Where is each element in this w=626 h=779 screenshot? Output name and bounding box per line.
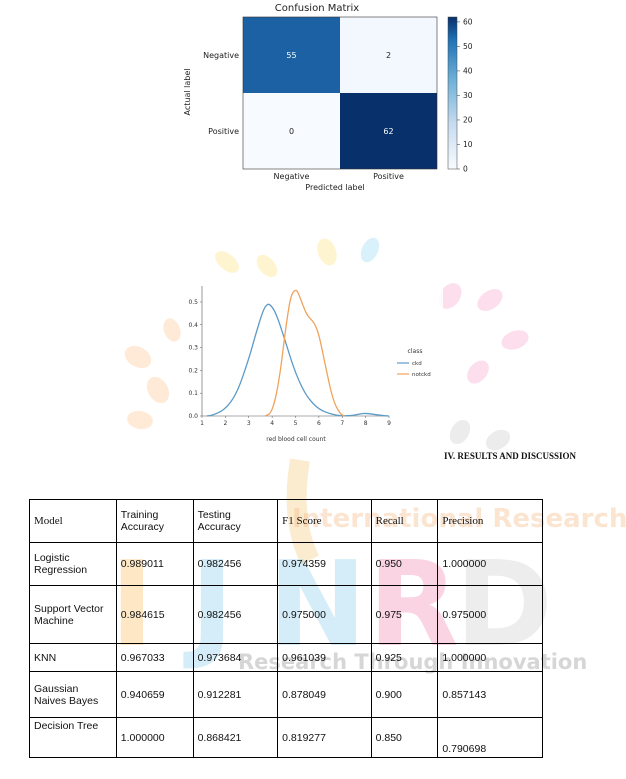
kde-y-tick-label: 0.0	[188, 413, 198, 420]
cm-colorbar-tick-label: 60	[463, 17, 473, 26]
cell-precision: 0.975000	[437, 585, 543, 644]
header-f1-score: F1 Score	[277, 499, 372, 543]
table-row: Logistic Regression 0.989011 0.982456 0.…	[29, 542, 543, 586]
cell-model: Decision Tree	[29, 717, 117, 758]
kde-legend-title: class	[408, 348, 423, 355]
cell-precision: 1.000000	[437, 643, 543, 672]
cm-x-tick-label: Positive	[373, 172, 404, 181]
kde-x-label: red blood cell count	[266, 436, 326, 443]
kde-y-tick-label: 0.4	[188, 322, 198, 329]
table-header-row: Model Training Accuracy Testing Accuracy…	[29, 499, 543, 543]
kde-x-tick-label: 9	[387, 420, 391, 427]
kde-x-tick-label: 8	[364, 420, 368, 427]
table-row: KNN 0.967033 0.973684 0.961039 0.925 1.0…	[29, 643, 543, 672]
cell-testing-accuracy: 0.982456	[192, 585, 279, 644]
section-heading: IV. RESULTS AND DISCUSSION	[444, 451, 577, 461]
kde-axes: 1 2 3 4 5 6 7 8 9 0.0 0.1 0.2 0.3 0.4 0.5	[188, 286, 391, 427]
cm-title: Confusion Matrix	[275, 3, 359, 14]
cm-cell	[340, 17, 437, 93]
cell-training-accuracy: 0.984615	[115, 585, 194, 644]
cm-x-tick-labels: Negative Positive	[274, 172, 404, 181]
cell-model: KNN	[29, 643, 117, 672]
kde-y-tick-label: 0.3	[188, 345, 198, 352]
cm-cell	[243, 93, 340, 169]
rbc-kde-figure: 1 2 3 4 5 6 7 8 9 0.0 0.1 0.2 0.3 0.4 0.5 red blood ce…	[183, 278, 443, 448]
cell-f1-score: 0.974359	[277, 542, 372, 586]
cell-training-accuracy: 0.940659	[115, 671, 194, 718]
cell-recall: 0.975	[370, 585, 439, 644]
cell-testing-accuracy: 0.868421	[192, 717, 279, 758]
table-row: Decision Tree 1.000000 0.868421 0.819277…	[29, 717, 543, 758]
cm-y-tick-label: Positive	[208, 127, 239, 136]
header-training-accuracy: Training Accuracy	[115, 499, 194, 543]
kde-y-tick-label: 0.2	[188, 367, 198, 374]
cm-cell	[243, 17, 340, 93]
cm-y-tick-label: Negative	[203, 51, 239, 60]
cell-model: Gaussian Naives Bayes	[29, 671, 117, 718]
cell-f1-score: 0.878049	[277, 671, 372, 718]
table-row: Gaussian Naives Bayes 0.940659 0.912281 …	[29, 671, 543, 718]
cell-f1-score: 0.975000	[277, 585, 372, 644]
header-precision: Precision	[437, 499, 543, 543]
cm-colorbar-tick-label: 50	[463, 42, 473, 51]
kde-series-notckd	[264, 289, 345, 417]
cm-colorbar-tick-label: 10	[463, 140, 473, 149]
results-table: Model Training Accuracy Testing Accuracy…	[29, 499, 543, 758]
cm-y-tick-labels: Negative Positive	[203, 51, 239, 136]
cm-x-tick-label: Negative	[274, 172, 310, 181]
cell-training-accuracy: 1.000000	[115, 717, 194, 758]
kde-series-ckd	[206, 303, 390, 417]
cm-cell-label: 0	[289, 127, 294, 136]
cell-training-accuracy: 0.967033	[115, 643, 194, 672]
cell-testing-accuracy: 0.973684	[192, 643, 279, 672]
cm-cells: 55 2 0 62	[242, 16, 438, 170]
kde-x-tick-label: 2	[223, 420, 227, 427]
cm-x-label: Predicted label	[305, 183, 364, 192]
cell-recall: 0.850	[370, 717, 439, 758]
kde-y-tick-label: 0.5	[188, 299, 198, 306]
cm-colorbar	[447, 16, 458, 170]
cell-testing-accuracy: 0.982456	[192, 542, 279, 586]
cell-testing-accuracy: 0.912281	[192, 671, 279, 718]
header-model: Model	[29, 499, 117, 543]
cm-colorbar-tick-label: 20	[463, 115, 473, 124]
cell-precision: 0.857143	[437, 671, 543, 718]
cm-cell-label: 62	[383, 127, 393, 136]
cell-recall: 0.950	[370, 542, 439, 586]
cell-model: Support Vector Machine	[29, 585, 117, 644]
cell-f1-score: 0.961039	[277, 643, 372, 672]
kde-x-tick-label: 5	[294, 420, 298, 427]
cm-frame	[242, 16, 438, 170]
cell-precision: 1.000000	[437, 542, 543, 586]
cm-y-label: Actual label	[183, 69, 192, 116]
cell-f1-score: 0.819277	[277, 717, 372, 758]
cell-recall: 0.925	[370, 643, 439, 672]
header-testing-accuracy: Testing Accuracy	[192, 499, 279, 543]
cm-colorbar-tick-label: 0	[463, 165, 468, 174]
cell-training-accuracy: 0.989011	[115, 542, 194, 586]
cm-cell	[340, 93, 437, 169]
cell-precision: 0.790698	[437, 717, 543, 758]
cm-cell-label: 55	[286, 51, 296, 60]
kde-legend-label-ckd: ckd	[412, 361, 422, 367]
table-row: Support Vector Machine 0.984615 0.982456…	[29, 585, 543, 644]
cm-colorbar-tick-label: 30	[463, 91, 473, 100]
kde-x-tick-label: 6	[317, 420, 321, 427]
cm-colorbar-tick-label: 40	[463, 66, 473, 75]
cell-model: Logistic Regression	[29, 542, 117, 586]
cell-recall: 0.900	[370, 671, 439, 718]
cm-colorbar-ticks: 0 10 20 30 40 50 60	[457, 17, 473, 174]
cm-cell-label: 2	[386, 51, 391, 60]
kde-x-tick-label: 3	[247, 420, 251, 427]
header-recall: Recall	[370, 499, 439, 543]
kde-legend-label-notckd: notckd	[412, 372, 431, 378]
kde-y-tick-label: 0.1	[188, 390, 198, 397]
kde-x-tick-label: 4	[270, 420, 274, 427]
kde-x-tick-label: 1	[200, 420, 204, 427]
kde-x-tick-label: 7	[340, 420, 344, 427]
kde-lines	[206, 289, 390, 417]
confusion-matrix-figure: Confusion Matrix 55 20 62 Negative Positive…	[183, 3, 473, 192]
